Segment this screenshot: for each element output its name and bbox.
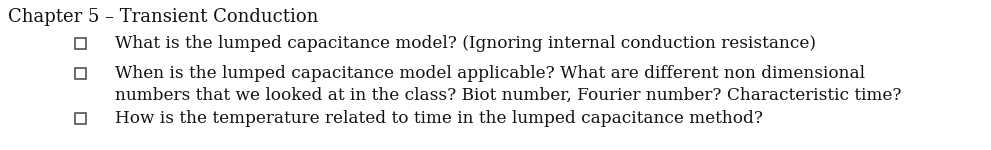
Text: What is the lumped capacitance model? (Ignoring internal conduction resistance): What is the lumped capacitance model? (I…: [115, 35, 816, 52]
Text: How is the temperature related to time in the lumped capacitance method?: How is the temperature related to time i…: [115, 110, 763, 127]
Text: Chapter 5 – Transient Conduction: Chapter 5 – Transient Conduction: [8, 8, 318, 26]
Bar: [75, 68, 86, 79]
Bar: [75, 113, 86, 124]
Bar: [75, 38, 86, 49]
Text: When is the lumped capacitance model applicable? What are different non dimensio: When is the lumped capacitance model app…: [115, 65, 902, 104]
